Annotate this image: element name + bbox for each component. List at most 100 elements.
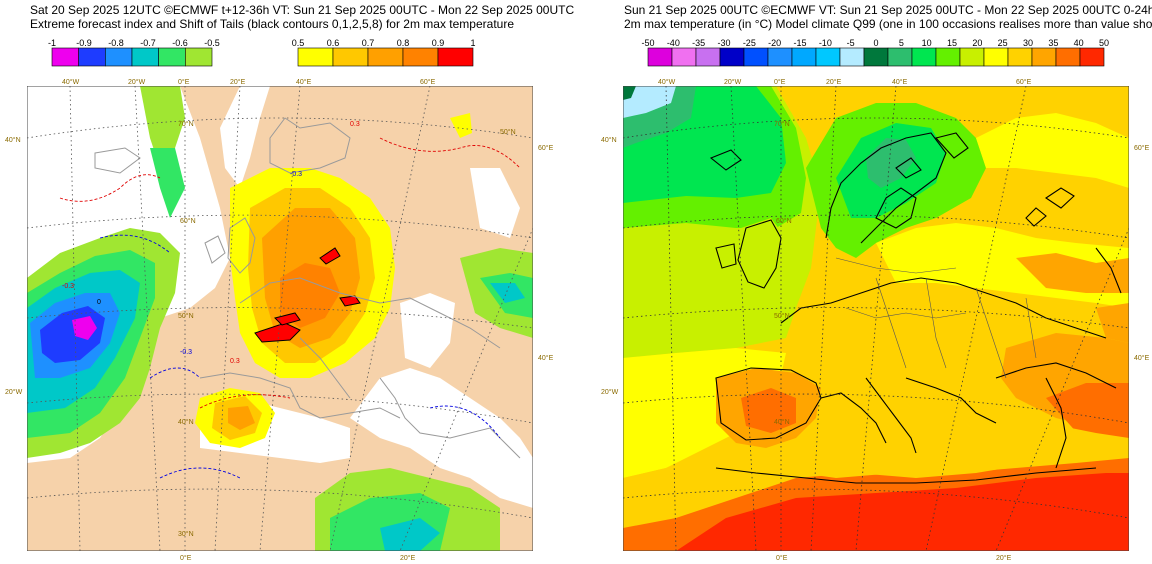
climate-map: 40°N 20°W 70°N 60°N 50°N 40°N 40°W 20°W … [576, 78, 1152, 564]
efi-contour-label: 0.3 [350, 121, 360, 128]
efi-negative-tick-label: -1 [48, 38, 56, 48]
climate-title-line1: Sun 21 Sep 2025 00UTC ©ECMWF VT: Sun 21 … [624, 3, 1152, 17]
efi-lon-label: 0°E [178, 78, 190, 86]
efi-positive-tick-label: 1 [470, 38, 475, 48]
climate-lat-label: 50°N [774, 312, 790, 320]
climate-lon-label: 0°E [774, 78, 786, 86]
climate-lon-label: 20°W [724, 78, 742, 86]
efi-negative-colorbar: -1 -0.9 -0.8 -0.7 -0.6 -0.5 [48, 38, 242, 70]
climate-lat-label: 40°N [601, 136, 617, 144]
efi-lon-label: 40°E [538, 354, 554, 362]
climate-lon-label: 20°E [826, 78, 842, 86]
climate-lon-label: 40°E [1134, 354, 1150, 362]
temperature-swatch [1007, 47, 1033, 67]
efi-positive-tick-label: 0.7 [362, 38, 375, 48]
efi-lon-label: 40°E [296, 78, 312, 86]
efi-lon-label: 20°E [400, 554, 416, 562]
efi-positive-tick-label: 0.6 [327, 38, 340, 48]
climate-lon-label: 0°E [776, 554, 788, 562]
efi-negative-swatch [131, 47, 159, 67]
temperature-tick-label: 50 [1099, 38, 1109, 48]
temperature-swatch [983, 47, 1009, 67]
temperature-colorbar: -50 -40 -35 -30 -25 -20 -15 -10 -5 0 5 10 15 20 25 30 35… [641, 38, 1118, 70]
efi-lat-label: 30°N [178, 530, 194, 538]
temperature-tick-label: 35 [1048, 38, 1058, 48]
efi-contour-label: -0.3 [62, 283, 74, 290]
efi-negative-swatch [105, 47, 133, 67]
climate-panel: Sun 21 Sep 2025 00UTC ©ECMWF VT: Sun 21 … [576, 0, 1152, 564]
temperature-swatch [887, 47, 913, 67]
temperature-tick-label: 5 [899, 38, 904, 48]
efi-contour-label: -0.3 [180, 349, 192, 356]
efi-contour-label: 0 [97, 299, 101, 306]
efi-contour-label: -0.3 [290, 171, 302, 178]
temperature-tick-label: -50 [641, 38, 654, 48]
temperature-tick-label: 0 [873, 38, 878, 48]
temperature-tick-label: 40 [1074, 38, 1084, 48]
temperature-tick-label: -5 [847, 38, 855, 48]
temperature-swatch [935, 47, 961, 67]
temperature-tick-label: 30 [1023, 38, 1033, 48]
temperature-swatch [671, 47, 697, 67]
temperature-swatch [1079, 47, 1105, 67]
efi-lat-label: 40°N [5, 136, 21, 144]
temperature-tick-label: -20 [768, 38, 781, 48]
temperature-tick-label: -35 [692, 38, 705, 48]
climate-lon-label: 60°E [1134, 144, 1150, 152]
climate-lat-label: 40°N [774, 418, 790, 426]
efi-lon-label: 60°E [538, 144, 554, 152]
efi-negative-swatch [185, 47, 213, 67]
efi-negative-tick-label: -0.7 [140, 38, 156, 48]
efi-map: 40°N 20°W 70°N 60°N 50°N 40°N 30°N 40°W … [0, 78, 576, 564]
efi-lon-label: 20°W [128, 78, 146, 86]
temperature-swatch [1055, 47, 1081, 67]
efi-positive-tick-label: 0.9 [432, 38, 445, 48]
climate-lat-label: 70°N [774, 120, 790, 128]
climate-lat-label: 60°N [776, 217, 792, 225]
temperature-swatch [839, 47, 865, 67]
temperature-swatch [719, 47, 745, 67]
temperature-swatch [695, 47, 721, 67]
temperature-swatch [743, 47, 769, 67]
temperature-tick-label: 10 [922, 38, 932, 48]
temperature-swatch [911, 47, 937, 67]
efi-contour-label: 0.3 [230, 358, 240, 365]
temperature-swatch [863, 47, 889, 67]
efi-positive-swatch [332, 47, 369, 67]
temperature-tick-label: 20 [972, 38, 982, 48]
temperature-swatch [647, 47, 673, 67]
efi-lon-label: 60°E [420, 78, 436, 86]
efi-negative-tick-label: -0.6 [172, 38, 188, 48]
efi-negative-tick-label: -0.5 [204, 38, 220, 48]
efi-positive-swatch [297, 47, 334, 67]
efi-negative-tick-label: -0.8 [108, 38, 124, 48]
efi-lat-label: 60°N [180, 217, 196, 225]
temperature-tick-label: -10 [819, 38, 832, 48]
efi-negative-tick-label: -0.9 [76, 38, 92, 48]
temperature-swatch [791, 47, 817, 67]
efi-title-line1: Sat 20 Sep 2025 12UTC ©ECMWF t+12-36h VT… [30, 3, 575, 17]
temperature-tick-label: -30 [717, 38, 730, 48]
efi-lat-label: 50°N [178, 312, 194, 320]
efi-lon-label: 20°E [230, 78, 246, 86]
efi-lat-label: 20°W [5, 388, 23, 396]
efi-positive-tick-label: 0.5 [292, 38, 305, 48]
efi-negative-swatch [78, 47, 106, 67]
temperature-swatch [959, 47, 985, 67]
efi-positive-swatch [402, 47, 439, 67]
climate-title-line2: 2m max temperature (in °C) Model climate… [624, 17, 1152, 31]
efi-title-line2: Extreme forecast index and Shift of Tail… [30, 17, 515, 31]
efi-positive-swatch [367, 47, 404, 67]
climate-lat-label: 20°W [601, 388, 619, 396]
climate-lon-label: 60°E [1016, 78, 1032, 86]
efi-lon-label: 50°N [500, 128, 516, 136]
temperature-tick-label: -25 [743, 38, 756, 48]
efi-panel: Sat 20 Sep 2025 12UTC ©ECMWF t+12-36h VT… [0, 3, 576, 564]
temperature-tick-label: -40 [667, 38, 680, 48]
temperature-swatch [1031, 47, 1057, 67]
efi-lon-label: 40°W [62, 78, 80, 86]
efi-negative-swatch [51, 47, 79, 67]
climate-lon-label: 40°W [658, 78, 676, 86]
temperature-tick-label: 25 [998, 38, 1008, 48]
efi-positive-swatch [437, 47, 474, 67]
